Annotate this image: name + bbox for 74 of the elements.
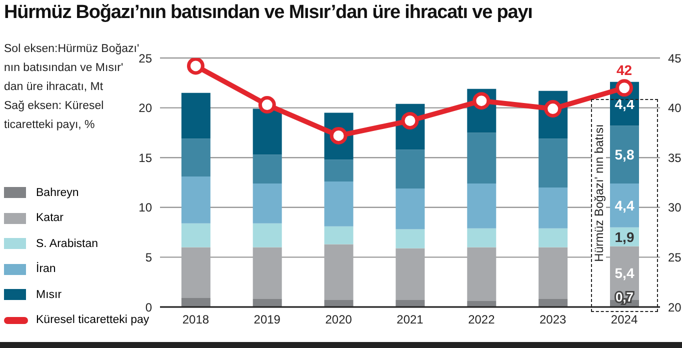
point: [472, 92, 490, 110]
y2-tick-label: 45: [668, 51, 682, 66]
data-label: 4,4: [614, 197, 634, 214]
bar: [396, 188, 425, 230]
bar: [396, 150, 425, 188]
legend-label: Katar: [36, 212, 64, 224]
bar: [252, 223, 282, 248]
y-tick-label: 0: [145, 300, 152, 314]
bar: [396, 248, 425, 300]
data-label: 1,9: [614, 228, 634, 245]
point: [186, 58, 204, 75]
bar: [610, 126, 639, 184]
bar: [252, 183, 282, 224]
x-tick-label: 2019: [254, 312, 281, 327]
y2-tick-label: 25: [668, 250, 682, 264]
legend-label: Küresel ticaretteki pay: [36, 314, 150, 326]
x-tick-label: 2023: [540, 312, 567, 327]
data-label: 5,8: [614, 146, 634, 163]
bar: [252, 247, 282, 300]
bar: [324, 300, 354, 307]
bar: [181, 298, 210, 307]
x-tick-label: 2021: [396, 312, 424, 327]
legend-label: S. Arabistan: [36, 238, 98, 250]
y2-tick-label: 40: [668, 101, 682, 116]
data-label: 42: [616, 62, 632, 78]
bar: [538, 138, 568, 188]
y-tick-label: 20: [138, 101, 152, 116]
point: [258, 96, 276, 114]
bar: [181, 223, 210, 248]
bar: [252, 154, 282, 184]
bar: [538, 187, 568, 228]
bar: [467, 228, 496, 248]
bar: [252, 108, 282, 155]
bar: [538, 228, 568, 248]
text: Sol eksen:Hürmüz Boğazı' nın batısından ve Mısır' dan üre ihracatı, Mt: [4, 42, 140, 95]
x-tick-label: 2018: [182, 312, 210, 327]
y-tick-label: 25: [138, 51, 152, 66]
x-tick-label: 2022: [468, 312, 496, 327]
bar: [181, 176, 210, 224]
bar: [538, 299, 568, 307]
text: Sağ eksen: Küresel ticaretteki payı, %: [4, 99, 105, 133]
chart-title: Hürmüz Boğazı’nın batısından ve Mısır’dan üre ihracatı ve payı: [4, 2, 532, 24]
bar: [467, 247, 496, 302]
bar: [181, 247, 210, 298]
bar: [467, 301, 496, 307]
y2-tick-label: 35: [668, 150, 682, 165]
bar: [181, 138, 210, 177]
x-tick-label: 2020: [325, 312, 352, 327]
annotation: Hürmüz Boğazı' nın batısı: [592, 120, 606, 264]
x-tick-label: 2024: [610, 312, 638, 327]
y2-tick-label: 30: [668, 200, 682, 215]
bar: [181, 92, 210, 139]
data-label: 0,7: [615, 290, 634, 305]
bar: [324, 244, 354, 300]
y-tick-label: 10: [138, 200, 152, 215]
bar: [324, 226, 354, 244]
legend-label: Mısır: [36, 288, 62, 301]
bar: [467, 183, 496, 228]
y-tick-label: 5: [145, 250, 152, 264]
bar: [396, 229, 425, 248]
bar: [610, 183, 639, 228]
y2-tick-label: 20: [668, 300, 682, 314]
point: [616, 79, 634, 97]
bar: [396, 300, 425, 307]
bar: [324, 182, 354, 226]
bar: [324, 160, 354, 182]
data-label: 5,4: [614, 265, 634, 282]
bar: [538, 247, 568, 300]
bar: [252, 299, 282, 307]
data-label: 4,4: [614, 96, 634, 112]
legend-label: Bahreyn: [36, 186, 79, 199]
y-tick-label: 15: [138, 150, 152, 165]
legend-label: İran: [36, 263, 56, 276]
bar: [467, 132, 496, 184]
